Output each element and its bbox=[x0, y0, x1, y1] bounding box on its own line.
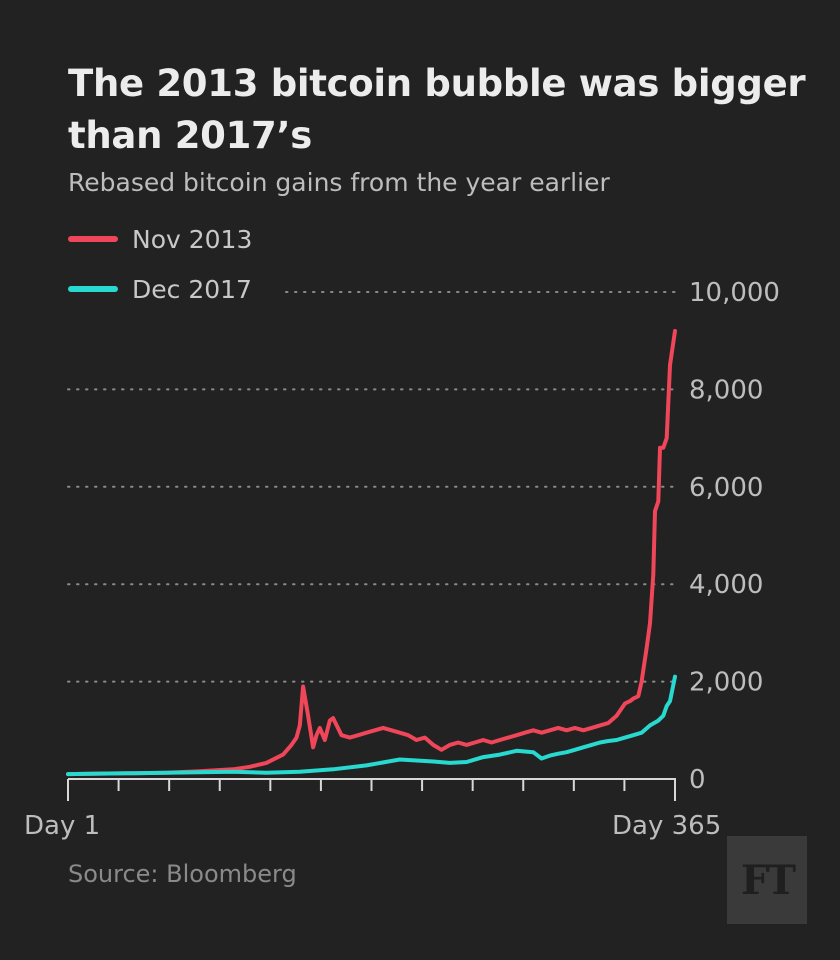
chart-title: The 2013 bitcoin bubble was bigger than … bbox=[68, 62, 806, 157]
y-tick-label: 0 bbox=[689, 765, 706, 795]
x-tick-label-end: Day 365 bbox=[612, 811, 721, 841]
legend-label-dec-2017: Dec 2017 bbox=[132, 274, 252, 304]
y-tick-label: 4,000 bbox=[689, 570, 763, 600]
source-note: Source: Bloomberg bbox=[68, 860, 297, 888]
legend-swatch-dec-2017 bbox=[68, 286, 118, 292]
y-tick-label: 10,000 bbox=[689, 278, 780, 308]
y-tick-label: 2,000 bbox=[689, 668, 763, 698]
ft-logo-text: FT bbox=[740, 856, 796, 904]
chart-subtitle: Rebased bitcoin gains from the year earl… bbox=[68, 168, 610, 197]
ft-logo: FT bbox=[727, 836, 807, 924]
legend-swatch-nov-2013 bbox=[68, 236, 118, 242]
x-tick-label-start: Day 1 bbox=[24, 811, 100, 841]
series-line-nov-2013 bbox=[66, 329, 677, 777]
series-line-dec-2017 bbox=[66, 674, 677, 777]
legend-item-dec-2017: Dec 2017 bbox=[68, 274, 252, 304]
y-tick-label: 6,000 bbox=[689, 473, 763, 503]
y-tick-label: 8,000 bbox=[689, 375, 763, 405]
legend-label-nov-2013: Nov 2013 bbox=[132, 224, 253, 254]
legend-item-nov-2013: Nov 2013 bbox=[68, 224, 252, 254]
